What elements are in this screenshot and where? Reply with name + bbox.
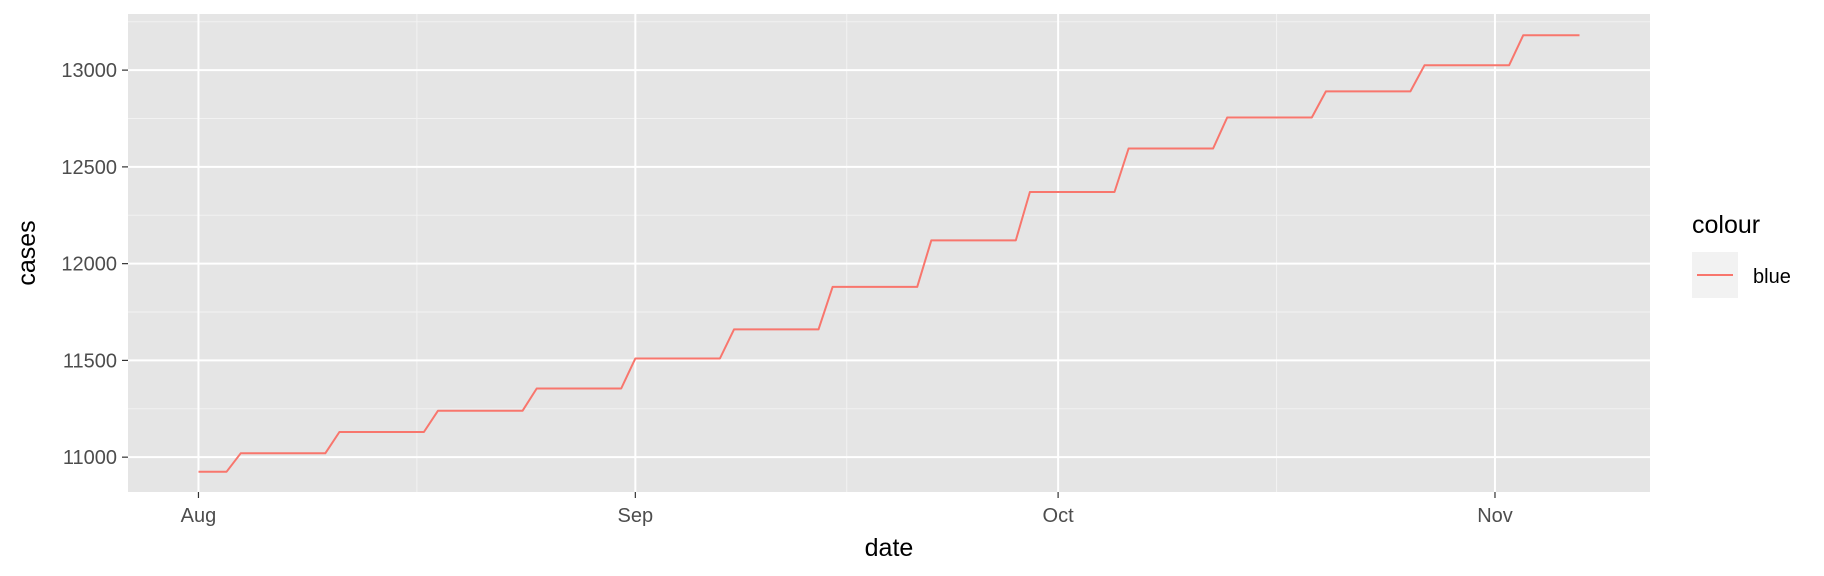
x-axis-title: date: [865, 534, 914, 562]
plot-panel: [128, 14, 1650, 492]
legend-label: blue: [1753, 266, 1791, 288]
x-tick-label: Sep: [618, 505, 654, 527]
grid-major: [128, 14, 1650, 492]
y-tick-label: 11000: [63, 447, 117, 469]
y-axis: 11000 11500 12000 12500 13000: [61, 60, 128, 469]
x-tick-label: Aug: [181, 505, 217, 527]
series-line: [198, 34, 1580, 473]
y-tick-label: 13000: [61, 60, 117, 82]
x-tick-label: Nov: [1477, 505, 1513, 527]
x-tick-label: Oct: [1043, 505, 1075, 527]
y-axis-title: cases: [13, 220, 41, 285]
legend: colour blue: [1692, 211, 1791, 298]
y-tick-label: 12000: [61, 254, 117, 276]
y-tick-label: 12500: [61, 157, 117, 179]
grid-minor: [128, 14, 1650, 492]
legend-title: colour: [1692, 211, 1760, 239]
series-layer: [198, 34, 1580, 473]
x-axis: Aug Sep Oct Nov: [181, 492, 1513, 527]
y-tick-label: 11500: [63, 350, 117, 372]
